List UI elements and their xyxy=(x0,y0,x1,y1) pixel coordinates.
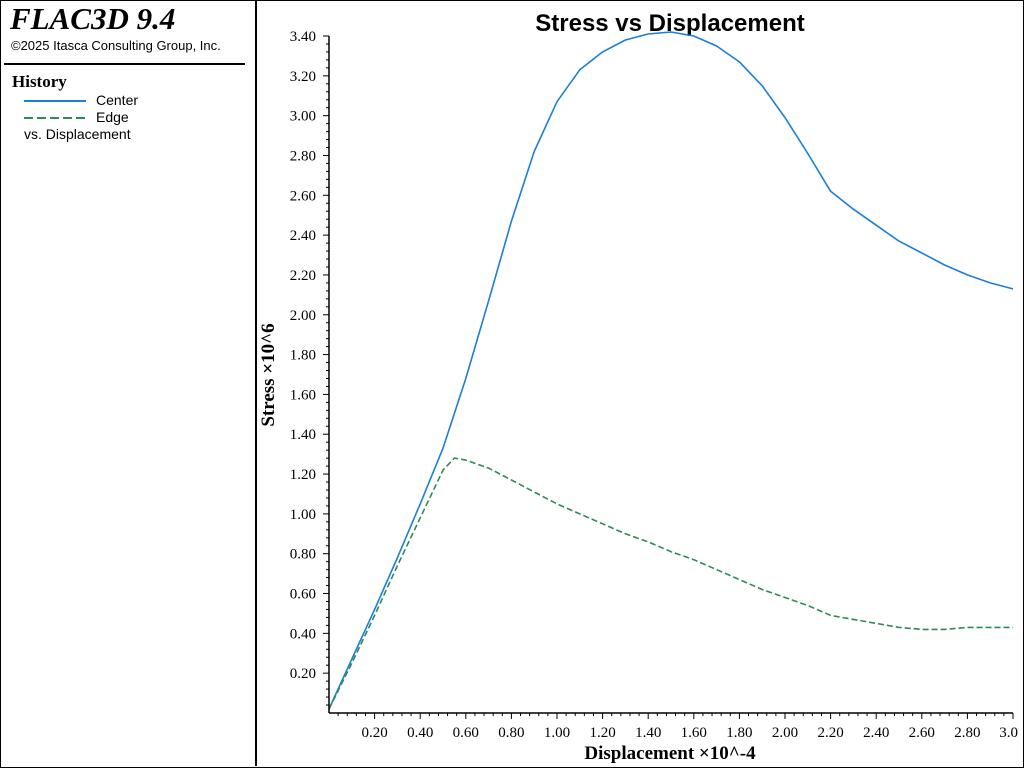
y-tick-label: 2.00 xyxy=(290,308,316,324)
y-tick-label: 1.00 xyxy=(290,507,316,523)
x-tick-label: 1.40 xyxy=(635,725,661,741)
x-tick-label: 0.80 xyxy=(498,725,524,741)
app-title: FLAC3D 9.4 xyxy=(10,1,176,36)
y-tick-label: 0.80 xyxy=(290,547,316,563)
legend-suffix: vs. Displacement xyxy=(24,126,131,142)
y-axis-title: Stress ×10^6 xyxy=(258,323,279,426)
x-tick-label: 1.20 xyxy=(589,725,615,741)
legend-panel: FLAC3D 9.4 ©2025 Itasca Consulting Group… xyxy=(0,0,257,766)
legend-label-edge: Edge xyxy=(96,109,129,125)
legend-heading: History xyxy=(12,72,67,91)
y-tick-label: 1.80 xyxy=(290,348,316,364)
legend-entry-center: Center xyxy=(24,92,224,109)
tick-labels: 0.20 0.40 0.60 0.80 1.00 1.20 1.40 1.60 1.80 2.00… xyxy=(290,29,1018,741)
y-tick-label: 1.60 xyxy=(290,387,316,403)
y-tick-label: 0.60 xyxy=(290,587,316,603)
chart-title: Stress vs Displacement xyxy=(535,10,804,37)
legend-swatch-edge xyxy=(24,117,86,119)
series-line-edge xyxy=(328,457,1013,710)
x-tick-label: 1.60 xyxy=(681,725,707,741)
x-tick-label: 2.40 xyxy=(863,725,889,741)
y-tick-label: 3.40 xyxy=(290,29,316,45)
y-tick-label: 1.20 xyxy=(290,467,316,483)
x-tick-label: 0.20 xyxy=(361,725,387,741)
legend-label-center: Center xyxy=(96,92,139,108)
series-line-center xyxy=(328,31,1014,710)
y-tick-label: 1.40 xyxy=(290,427,316,443)
x-tick-label: 3.0 xyxy=(999,725,1018,741)
x-tick-label: 2.60 xyxy=(909,725,935,741)
legend-divider xyxy=(4,63,245,65)
series-layer xyxy=(328,31,1014,710)
y-tick-label: 2.40 xyxy=(290,228,316,244)
x-tick-label: 1.00 xyxy=(544,725,570,741)
axis-ticks xyxy=(323,35,1014,719)
x-tick-label: 2.20 xyxy=(817,725,843,741)
y-tick-label: 0.40 xyxy=(290,626,316,642)
y-tick-label: 3.20 xyxy=(290,69,316,85)
legend-swatch-center xyxy=(24,100,86,102)
legend-entry-edge: Edge xyxy=(24,109,224,126)
x-tick-label: 2.00 xyxy=(772,725,798,741)
x-tick-label: 2.80 xyxy=(954,725,980,741)
x-tick-label: 0.60 xyxy=(453,725,479,741)
y-tick-label: 2.60 xyxy=(290,188,316,204)
y-tick-label: 0.20 xyxy=(290,666,316,682)
y-tick-label: 2.80 xyxy=(290,148,316,164)
y-tick-label: 3.00 xyxy=(290,109,316,125)
x-axis-title: Displacement ×10^-4 xyxy=(584,743,756,764)
x-tick-label: 0.40 xyxy=(407,725,433,741)
copyright-notice: ©2025 Itasca Consulting Group, Inc. xyxy=(11,38,221,53)
y-tick-label: 2.20 xyxy=(290,268,316,284)
x-tick-label: 1.80 xyxy=(726,725,752,741)
